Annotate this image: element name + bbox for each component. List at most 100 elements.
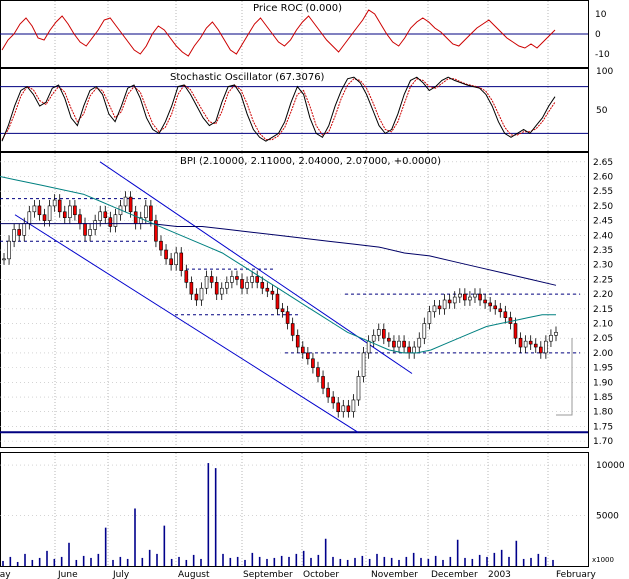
roc-tick-label: 10	[595, 10, 607, 20]
candle-body	[387, 337, 391, 342]
candle-body	[554, 332, 558, 336]
roc-title: Price ROC (0.000)	[253, 3, 342, 14]
candle-body	[164, 249, 168, 260]
candle-body	[7, 240, 11, 260]
candle-body	[351, 399, 356, 413]
price-tick-label: 1.70	[593, 437, 613, 447]
candle-body	[219, 287, 224, 295]
candle-body	[27, 211, 32, 224]
candle-body	[260, 282, 265, 289]
candle-body	[533, 343, 538, 348]
candle-body	[2, 258, 6, 261]
volume-tick-label: 5000	[596, 512, 619, 522]
candle-body	[204, 276, 209, 289]
price-tick-label: 2.30	[593, 261, 613, 271]
candle-body	[392, 340, 396, 348]
candle-body	[209, 276, 214, 283]
candle-body	[422, 323, 427, 339]
candle-body	[397, 340, 401, 348]
grid-layer	[0, 1, 588, 566]
candle-body	[539, 346, 543, 354]
price-title: BPI (2.10000, 2.11000, 2.04000, 2.07000,…	[180, 156, 441, 167]
volume-tick-label: 10000	[596, 461, 625, 471]
price-tick-label: 2.60	[593, 173, 613, 183]
stochastic-signal-line	[1, 78, 556, 141]
candle-body	[432, 305, 437, 313]
candle-body	[93, 220, 97, 230]
volume-panel	[0, 452, 589, 567]
candle-body	[270, 290, 275, 295]
candle-body	[174, 252, 178, 266]
candle-body	[143, 205, 148, 218]
candle-body	[468, 296, 472, 301]
tick-labels: 100-10100502.652.602.552.502.452.402.352…	[593, 10, 625, 522]
candle-body	[57, 199, 62, 213]
candle-body	[285, 311, 290, 324]
price-tick-label: 2.40	[593, 231, 613, 241]
price-tick-label: 2.05	[593, 334, 613, 344]
candle-body	[199, 287, 204, 301]
candle-body	[22, 223, 27, 236]
candle-body	[371, 334, 376, 342]
candle-body	[483, 299, 487, 304]
x-axis-label: September	[243, 570, 293, 579]
candle-body	[336, 402, 341, 413]
candle-body	[214, 282, 219, 295]
candle-body	[194, 293, 199, 301]
x-axis-label: February	[556, 570, 597, 579]
candle-body	[306, 352, 310, 360]
candle-body	[498, 308, 503, 313]
price-tick-label: 2.65	[593, 158, 613, 168]
candle-body	[407, 346, 411, 354]
price-tick-label: 1.90	[593, 378, 613, 388]
candle-body	[417, 337, 422, 348]
candle-body	[488, 302, 492, 307]
roc-line	[1, 9, 556, 57]
candle-body	[225, 282, 229, 289]
candle-body	[300, 346, 305, 354]
stochastic-tick-label: 100	[596, 67, 613, 77]
candle-body	[437, 305, 442, 310]
candle-body	[103, 211, 108, 218]
candle-body	[245, 282, 249, 289]
candle-body	[255, 276, 260, 283]
candle-body	[73, 205, 77, 216]
candle-body	[326, 387, 330, 398]
candle-body	[503, 311, 508, 318]
candle-body	[88, 229, 92, 236]
candle-body	[133, 211, 138, 224]
price-tick-label: 2.35	[593, 246, 613, 256]
candle-body	[179, 252, 184, 271]
candle-body	[382, 329, 386, 339]
candle-body	[32, 205, 37, 213]
candle-body	[265, 287, 270, 292]
candle-body	[159, 240, 163, 251]
price-tick-label: 2.45	[593, 217, 613, 227]
price-short-ma	[0, 176, 556, 354]
candle-body	[478, 293, 482, 301]
candle-body	[12, 229, 16, 242]
candle-body	[128, 196, 133, 213]
price-tick-label: 2.50	[593, 202, 613, 212]
roc-tick-label: -10	[595, 50, 610, 60]
reference-lines	[0, 33, 588, 434]
candle-body	[235, 276, 239, 280]
candle-body	[376, 329, 381, 336]
candle-body	[42, 214, 47, 221]
projection-bracket	[556, 338, 573, 416]
candle-body	[108, 217, 113, 227]
candle-body	[311, 358, 315, 368]
candle-body	[402, 340, 406, 348]
candle-body	[544, 340, 548, 354]
x-axis-label: December	[431, 570, 478, 579]
candle-body	[240, 279, 244, 289]
stochastic-title: Stochastic Oscillator (67.3076)	[170, 72, 325, 83]
stochastic-k-line	[1, 76, 556, 142]
candle-body	[68, 205, 72, 218]
price-tick-label: 1.85	[593, 393, 613, 403]
candle-body	[473, 293, 477, 298]
candle-body	[62, 211, 67, 218]
x-axis-label: June	[57, 570, 78, 579]
candle-body	[98, 211, 103, 221]
candle-body	[189, 282, 194, 295]
